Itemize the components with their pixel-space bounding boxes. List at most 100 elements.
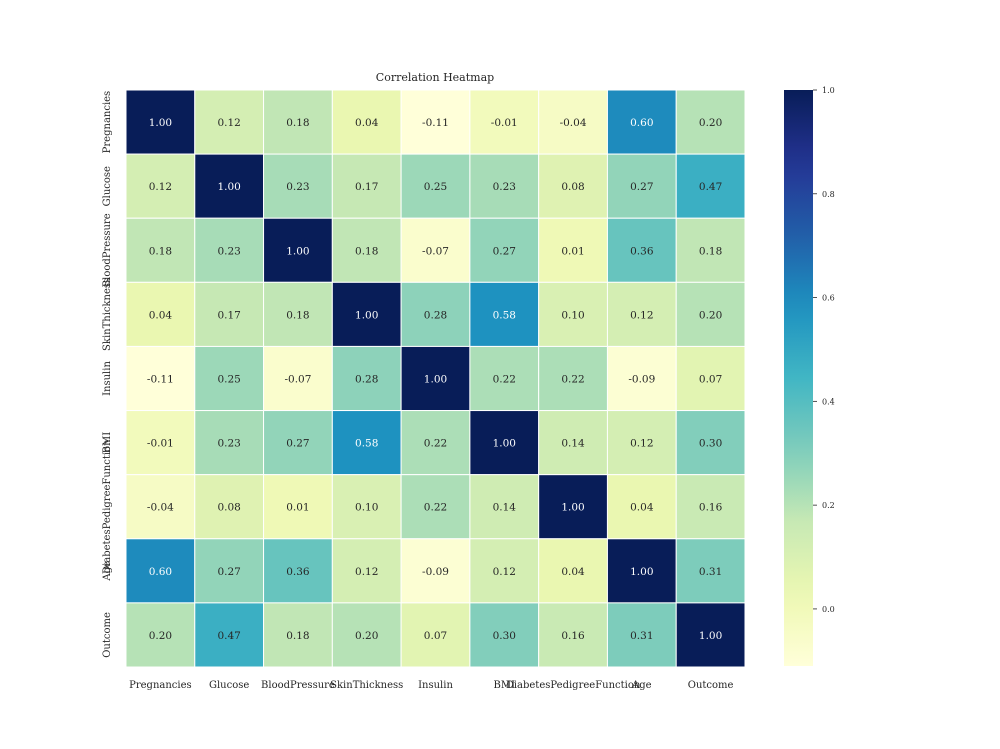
colorbar-gradient <box>784 90 813 666</box>
cell-value-label: 0.18 <box>355 245 378 257</box>
cell-value-label: 0.18 <box>149 245 172 257</box>
cell-value-label: 1.00 <box>699 630 722 642</box>
cell-value-label: 0.22 <box>424 502 447 514</box>
heatmap-cell-insulin-diabetespedigreefunction <box>538 345 608 412</box>
cell-value-label: 0.25 <box>424 181 447 193</box>
heatmap-cell-bloodpressure-glucose <box>194 217 265 283</box>
heatmap-cell-age-bloodpressure <box>263 538 333 604</box>
cell-value-label: 0.58 <box>355 438 378 450</box>
cell-value-label: 0.28 <box>424 309 447 321</box>
cell-value-label: 0.14 <box>561 438 585 450</box>
cell-value-label: 0.18 <box>286 630 309 642</box>
heatmap-cell-outcome-diabetespedigreefunction <box>538 602 608 668</box>
cell-value-label: 0.17 <box>217 309 240 321</box>
heatmap-cell-outcome-insulin <box>400 602 471 668</box>
heatmap-cell-glucose-pregnancies <box>125 153 196 219</box>
heatmap-cell-skinthickness-outcome <box>675 281 746 347</box>
y-tick-label-age: Age <box>102 561 113 582</box>
cell-value-label: 0.04 <box>630 502 654 514</box>
x-tick-label-skinthickness: SkinThickness <box>330 680 403 691</box>
cell-value-label: 1.00 <box>424 374 447 386</box>
cell-value-label: 0.27 <box>217 566 240 578</box>
cell-value-label: -0.04 <box>147 502 174 514</box>
cell-value-label: 1.00 <box>561 502 584 514</box>
cell-value-label: -0.07 <box>284 374 311 386</box>
cell-value-label: 1.00 <box>286 245 309 257</box>
heatmap-cell-age-diabetespedigreefunction <box>538 538 608 604</box>
heatmap-cell-bmi-insulin <box>400 410 471 476</box>
cell-value-label: 0.16 <box>699 502 723 514</box>
heatmap-cell-pregnancies-pregnancies <box>125 89 196 155</box>
heatmap-cell-pregnancies-bloodpressure <box>263 89 333 155</box>
heatmap-cell-insulin-outcome <box>675 345 746 412</box>
cell-value-label: 0.60 <box>630 117 653 129</box>
cell-value-label: 0.23 <box>493 181 516 193</box>
x-tick-label-diabetespedigreefunction: DiabetesPedigreeFunction <box>506 680 641 691</box>
cell-value-label: 0.20 <box>699 117 722 129</box>
cell-value-label: 0.12 <box>355 566 378 578</box>
cell-value-label: -0.01 <box>147 438 174 450</box>
heatmap-cell-bmi-skinthickness <box>331 410 402 476</box>
cell-value-label: 0.01 <box>561 245 584 257</box>
cell-value-label: -0.11 <box>147 374 174 386</box>
cell-value-label: 0.18 <box>286 117 309 129</box>
heatmap-cell-glucose-insulin <box>400 153 471 219</box>
heatmap-cell-pregnancies-skinthickness <box>331 89 402 155</box>
heatmap-cell-bmi-pregnancies <box>125 410 196 476</box>
heatmap-cell-skinthickness-skinthickness <box>331 281 402 347</box>
heatmap-cell-bloodpressure-outcome <box>675 217 746 283</box>
heatmap-cell-glucose-diabetespedigreefunction <box>538 153 608 219</box>
cell-value-label: 0.58 <box>493 309 516 321</box>
cell-value-label: 0.18 <box>699 245 722 257</box>
cell-value-label: 0.30 <box>493 630 516 642</box>
x-tick-label-insulin: Insulin <box>418 680 453 691</box>
cell-value-label: 0.12 <box>149 181 172 193</box>
y-tick-label-glucose: Glucose <box>102 166 113 206</box>
cell-value-label: 0.20 <box>149 630 172 642</box>
cell-value-label: 0.28 <box>355 374 378 386</box>
heatmap-cell-bloodpressure-diabetespedigreefunction <box>538 217 608 283</box>
heatmap-cell-age-bmi <box>469 538 540 604</box>
cell-value-label: 0.36 <box>286 566 310 578</box>
heatmap-cell-skinthickness-pregnancies <box>125 281 196 347</box>
heatmap-cell-age-outcome <box>675 538 746 604</box>
cell-value-label: 0.07 <box>424 630 447 642</box>
colorbar-tick-label: 0.2 <box>822 501 835 510</box>
heatmap-cell-age-skinthickness <box>331 538 402 604</box>
cell-value-label: 0.22 <box>424 438 447 450</box>
heatmap-cell-bmi-outcome <box>675 410 746 476</box>
heatmap-cell-skinthickness-glucose <box>194 281 265 347</box>
heatmap-cell-outcome-bloodpressure <box>263 602 333 668</box>
y-tick-label-insulin: Insulin <box>102 361 113 396</box>
cell-value-label: 0.20 <box>699 309 722 321</box>
heatmap-cell-bloodpressure-bloodpressure <box>263 217 333 283</box>
cell-value-label: 0.08 <box>561 181 584 193</box>
cell-value-label: -0.09 <box>628 374 655 386</box>
heatmap-cell-diabetespedigreefunction-pregnancies <box>125 474 196 540</box>
heatmap-cell-insulin-glucose <box>194 345 265 412</box>
cell-value-label: 0.23 <box>286 181 309 193</box>
colorbar-tick-label: 0.6 <box>822 294 835 303</box>
heatmap-cell-pregnancies-bmi <box>469 89 540 155</box>
cell-value-label: 0.27 <box>286 438 309 450</box>
x-tick-label-bmi: BMI <box>494 680 516 691</box>
y-tick-label-bmi: BMI <box>102 432 113 454</box>
heatmap-cell-glucose-age <box>606 153 677 219</box>
cell-value-label: 0.47 <box>217 630 240 642</box>
cell-value-label: 0.20 <box>355 630 378 642</box>
cell-value-label: 0.22 <box>493 374 516 386</box>
heatmap-cell-glucose-outcome <box>675 153 746 219</box>
cell-value-label: 0.17 <box>355 181 378 193</box>
heatmap-cell-outcome-glucose <box>194 602 265 668</box>
y-tick-label-pregnancies: Pregnancies <box>102 91 113 154</box>
colorbar-tick-label: 0.4 <box>822 397 835 406</box>
cell-value-label: 0.31 <box>630 630 653 642</box>
x-axis-tick-labels: Pregnancies Glucose BloodPressureSkinThick… <box>129 680 733 691</box>
heatmap-cell-bmi-age <box>606 410 677 476</box>
cell-value-label: -0.04 <box>560 117 587 129</box>
cell-value-label: 1.00 <box>149 117 172 129</box>
heatmap-cell-bmi-bloodpressure <box>263 410 333 476</box>
colorbar-tick-label: 1.0 <box>822 86 835 95</box>
heatmap-cell-glucose-bloodpressure <box>263 153 333 219</box>
heatmap-cell-insulin-bmi <box>469 345 540 412</box>
